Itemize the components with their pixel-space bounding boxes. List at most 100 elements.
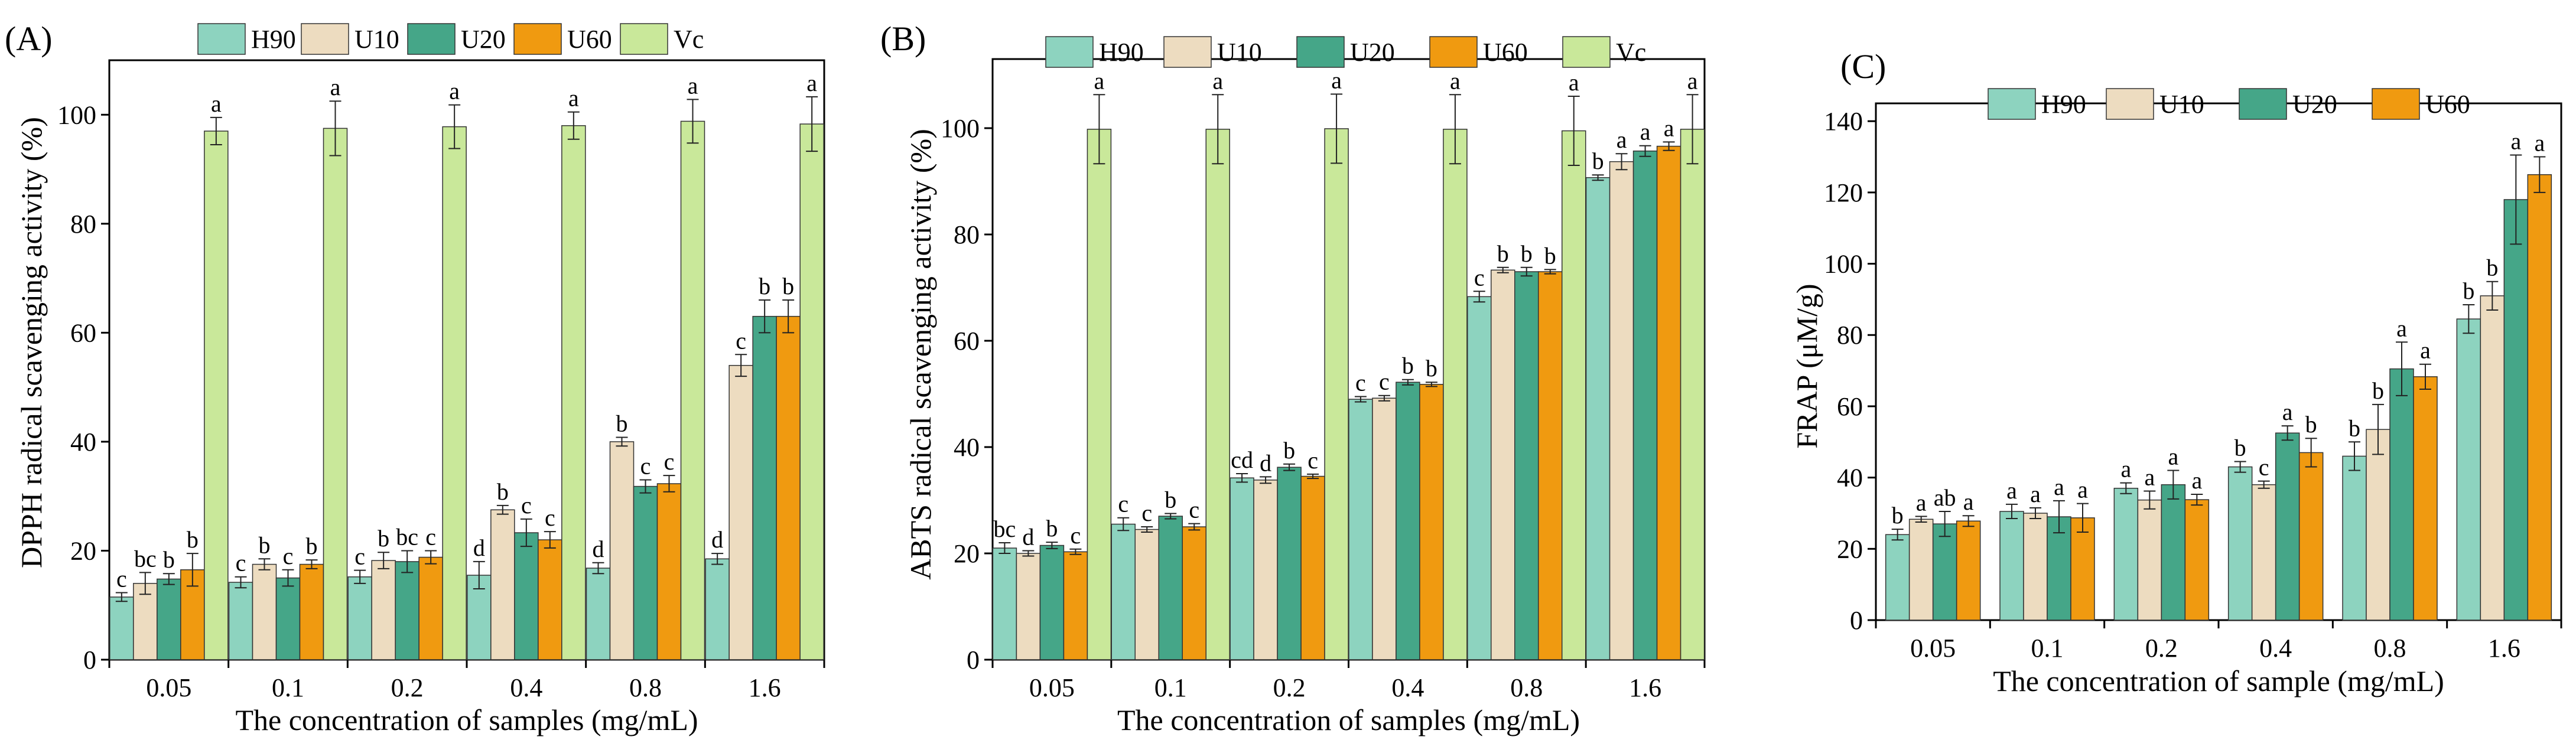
panel-c-significance-letter: a bbox=[1916, 489, 1927, 516]
panel-a-significance-letter: d bbox=[593, 536, 604, 562]
panel-a-bar-u20 bbox=[752, 315, 777, 660]
panel-a-legend-swatch-u10 bbox=[301, 23, 349, 55]
panel-c-significance-letter: a bbox=[2077, 477, 2088, 503]
panel-b-x-axis-title: The concentration of samples (mg/mL) bbox=[1117, 703, 1580, 736]
panel-c-legend-label-u10: U10 bbox=[2159, 90, 2204, 119]
panel-b-bar-h90 bbox=[1111, 523, 1136, 660]
panel-c-bar-u60 bbox=[2070, 517, 2095, 621]
panel-a-bar-u20 bbox=[395, 561, 419, 660]
panel-a-significance-letter: c bbox=[283, 543, 294, 569]
panel-b-bar-vc bbox=[1087, 129, 1112, 660]
panel-c-significance-letter: a bbox=[1963, 488, 1974, 515]
panel-c-legend-swatch-h90 bbox=[1988, 88, 2036, 120]
panel-a-bar-u60 bbox=[299, 563, 324, 660]
panel-c-significance-letter: b bbox=[2463, 278, 2474, 304]
panel-b-significance-letter: b bbox=[1497, 240, 1509, 267]
panel-a-bar-u20 bbox=[633, 485, 658, 660]
panel-b-bar-h90 bbox=[1230, 477, 1254, 660]
panel-b-significance-letter: c bbox=[1379, 369, 1390, 395]
panel-a-bar-h90 bbox=[347, 576, 372, 660]
panel-b-ytick-label: 40 bbox=[954, 433, 980, 462]
panel-a-significance-letter: b bbox=[306, 533, 318, 559]
panel-b-bar-u20 bbox=[1632, 150, 1658, 660]
panel-c-legend-label-u20: U20 bbox=[2292, 90, 2337, 119]
panel-c-significance-letter: a bbox=[2282, 399, 2293, 425]
panel-c-significance-letter: a bbox=[2144, 464, 2155, 491]
panel-b-bar-u60 bbox=[1182, 526, 1206, 660]
panel-c-bar-u20 bbox=[2161, 484, 2186, 621]
panel-a-significance-letter: a bbox=[330, 74, 341, 100]
panel-c-legend-swatch-u60 bbox=[2372, 88, 2420, 120]
panel-c-xtick-label: 0.1 bbox=[2031, 634, 2064, 663]
panel-c-ytick-label: 20 bbox=[1837, 534, 1863, 563]
panel-b-significance-letter: d bbox=[1260, 449, 1271, 476]
panel-b-bar-u60 bbox=[1300, 475, 1325, 660]
panel-a-xtick-label: 1.6 bbox=[749, 673, 781, 702]
panel-b-significance-letter: a bbox=[1664, 115, 1674, 141]
panel-c-label: (C) bbox=[1840, 47, 1886, 86]
panel-b-significance-letter: a bbox=[1616, 126, 1627, 153]
panel-b-legend-label-h90: H90 bbox=[1099, 38, 1144, 67]
panel-a-significance-letter: a bbox=[688, 72, 698, 99]
panel-a-bar-u10 bbox=[609, 441, 635, 660]
panel-b-legend-label-u10: U10 bbox=[1217, 38, 1262, 67]
panel-b-bar-u10 bbox=[1491, 269, 1515, 660]
panel-b-significance-letter: c bbox=[1141, 500, 1152, 526]
panel-c-significance-letter: a bbox=[2030, 481, 2041, 507]
panel-c-bar-u20 bbox=[2503, 199, 2529, 621]
panel-c-bar-u60 bbox=[2184, 499, 2210, 621]
panel-a-significance-letter: c bbox=[425, 523, 436, 550]
panel-b-legend-swatch-u20 bbox=[1296, 36, 1345, 68]
panel-a-bar-u60 bbox=[538, 539, 562, 660]
panel-b-bar-u60 bbox=[1063, 551, 1088, 660]
panel-a-significance-letter: a bbox=[449, 78, 460, 105]
panel-c-xtick-label: 0.4 bbox=[2259, 634, 2292, 663]
panel-b-significance-letter: b bbox=[1402, 353, 1414, 379]
panel-c-ytick-label: 0 bbox=[1850, 606, 1863, 635]
panel-a-significance-letter: b bbox=[378, 525, 389, 552]
panel-b-significance-letter: a bbox=[1687, 67, 1698, 94]
panel-a-bar-vc bbox=[680, 120, 705, 660]
panel-a-significance-letter: c bbox=[640, 453, 651, 480]
panel-b-bar-u60 bbox=[1538, 271, 1563, 660]
panel-a-significance-letter: bc bbox=[396, 523, 418, 550]
panel-a-significance-letter: b bbox=[782, 273, 794, 299]
panel-b-xtick-label: 0.05 bbox=[1029, 673, 1075, 702]
panel-a-bar-u10 bbox=[371, 560, 396, 660]
panel-c-legend-swatch-u20 bbox=[2239, 88, 2287, 120]
panel-c-significance-letter: a bbox=[2120, 456, 2131, 483]
panel-c-ytick-label: 80 bbox=[1837, 321, 1863, 350]
panel-c-bar-u10 bbox=[2137, 499, 2162, 621]
panel-c-bar-h90 bbox=[2456, 318, 2481, 621]
panel-c-bar-h90 bbox=[2227, 466, 2253, 621]
panel-b-significance-letter: a bbox=[1094, 67, 1105, 94]
panel-a-bar-u60 bbox=[776, 315, 801, 660]
panel-c-xtick-label: 0.05 bbox=[1910, 634, 1956, 663]
panel-c-significance-letter: b bbox=[2349, 415, 2360, 441]
panel-a-significance-letter: d bbox=[473, 534, 485, 561]
panel-c-significance-letter: a bbox=[2054, 474, 2064, 500]
panel-b-bar-vc bbox=[1324, 128, 1349, 660]
panel-b-significance-letter: b bbox=[1165, 487, 1176, 513]
panel-a-ytick-label: 80 bbox=[70, 210, 96, 239]
panel-a-significance-letter: c bbox=[521, 492, 532, 519]
panel-b-significance-letter: a bbox=[1450, 67, 1461, 94]
panel-a-bar-u60 bbox=[656, 483, 682, 660]
panel-b-bar-u20 bbox=[1158, 516, 1183, 660]
panel-b-ytick-label: 20 bbox=[954, 539, 980, 568]
panel-b-significance-letter: c bbox=[1071, 522, 1081, 549]
panel-a-significance-letter: c bbox=[236, 550, 246, 576]
panel-c-bar-u20 bbox=[2275, 432, 2300, 621]
panel-a-significance-letter: d bbox=[711, 526, 723, 553]
panel-c-ytick-label: 120 bbox=[1824, 178, 1863, 207]
panel-b-bar-u60 bbox=[1419, 384, 1444, 660]
panel-b-legend-label-u60: U60 bbox=[1483, 38, 1528, 67]
panel-b-bar-u10 bbox=[1372, 397, 1397, 660]
panel-b-significance-letter: b bbox=[1521, 240, 1533, 267]
panel-b-legend-swatch-u10 bbox=[1163, 36, 1212, 68]
panel-a-ytick-label: 0 bbox=[83, 646, 96, 674]
panel-b-bar-u60 bbox=[1656, 145, 1681, 660]
panel-a-significance-letter: b bbox=[759, 273, 770, 299]
panel-b-bar-vc bbox=[1205, 129, 1230, 660]
